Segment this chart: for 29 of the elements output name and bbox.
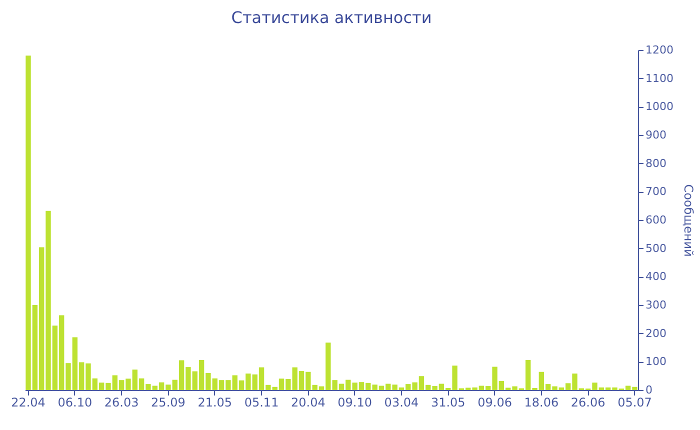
y-tick-label: 100 bbox=[646, 355, 666, 368]
y-tick-label: 1200 bbox=[646, 44, 674, 56]
y-tick-label: 400 bbox=[646, 270, 666, 284]
x-tick-label: 06.10 bbox=[58, 396, 92, 410]
x-tick-label: 05.07 bbox=[618, 396, 652, 410]
y-tick-label: 1100 bbox=[646, 72, 674, 85]
x-tick-label: 18.06 bbox=[524, 396, 559, 410]
y-tick-label: 600 bbox=[646, 214, 666, 226]
x-tick-label: 22.04 bbox=[11, 396, 46, 410]
x-tick-label: 21.05 bbox=[198, 396, 232, 410]
x-tick-label: 03.04 bbox=[384, 396, 419, 410]
chart-title: Статистика активности bbox=[231, 8, 432, 27]
x-tick-label: 26.06 bbox=[570, 396, 606, 410]
y-tick-label: 700 bbox=[646, 185, 666, 198]
x-tick-label: 05.11 bbox=[244, 396, 279, 410]
y-tick-label: 800 bbox=[646, 156, 666, 170]
x-tick-label: 09.10 bbox=[338, 396, 372, 410]
y-tick-label: 500 bbox=[646, 242, 666, 255]
y-tick-label: 900 bbox=[646, 128, 666, 142]
y-tick-label: 200 bbox=[646, 326, 666, 340]
y-tick-label: 0 bbox=[646, 384, 652, 396]
x-tick-label: 26.03 bbox=[104, 396, 139, 410]
x-tick-label: 25.09 bbox=[151, 396, 186, 410]
x-tick-label: 09.06 bbox=[478, 396, 512, 410]
y-axis-title: Сообщений bbox=[681, 184, 696, 257]
x-tick-label: 31.05 bbox=[430, 396, 466, 410]
y-tick-label: 1000 bbox=[646, 100, 674, 114]
y-tick-label: 300 bbox=[646, 298, 666, 312]
x-tick-label: 20.04 bbox=[290, 396, 326, 410]
